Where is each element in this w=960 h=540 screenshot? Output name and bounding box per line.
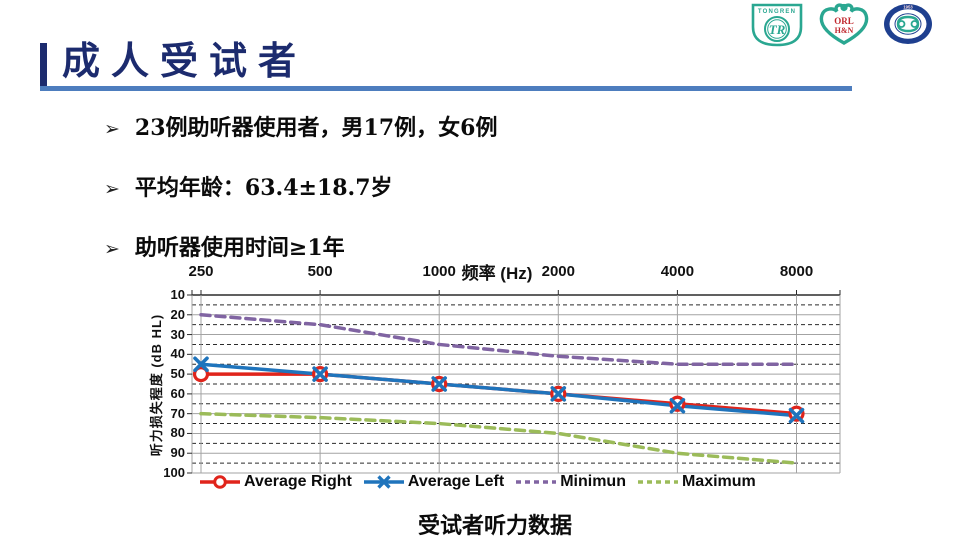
tongren-hospital-logo-icon: TONGREN TR	[751, 3, 803, 47]
bullet-text: 平均年龄：63.4±18.7岁	[134, 175, 393, 201]
marker-circle-average-right	[192, 366, 210, 383]
y-tick-label: 100	[163, 465, 185, 480]
title-accent-bar	[40, 43, 47, 87]
y-tick-label: 60	[170, 385, 185, 401]
y-tick-label: 90	[170, 445, 185, 461]
svg-text:H&N: H&N	[835, 26, 854, 35]
marker-x-average-left	[550, 386, 567, 402]
bullet-list: ➢ 23例助听器使用者，男17例，女6例 ➢ 平均年龄：63.4±18.7岁 ➢…	[104, 110, 497, 290]
bullet-item: ➢ 平均年龄：63.4±18.7岁	[104, 170, 497, 202]
series-line-average-left	[199, 362, 799, 418]
bullet-text: 助听器使用时间≥1年	[134, 235, 345, 261]
series-line-minimun	[199, 313, 799, 366]
legend-marker-average-right-icon	[200, 475, 240, 489]
legend-item-average-right: Average Right	[199, 473, 352, 491]
page-title: 成人受试者	[62, 39, 308, 83]
x-tick-label: 250	[188, 263, 214, 280]
bullet-arrow-icon: ➢	[104, 238, 120, 260]
legend-item-average-left: Average Left	[363, 473, 504, 491]
marker-x-average-left	[312, 366, 328, 382]
legend-marker-minimun-icon	[516, 480, 557, 484]
chart-legend: Average Right Average Left Minimun Maximum	[199, 473, 756, 491]
legend-label: Maximum	[681, 473, 756, 490]
chart-caption: 受试者听力数据	[417, 513, 572, 538]
hearing-level-chart: 250 500 1000 2000 4000 8000 频率 (Hz) 10 20 30 40 5…	[135, 256, 855, 508]
marker-x-average-left	[193, 356, 209, 373]
y-tick-label: 10	[170, 287, 185, 302]
svg-text:1953: 1953	[903, 5, 913, 10]
marker-x-average-left	[431, 376, 447, 392]
legend-item-maximum: Maximum	[637, 473, 756, 491]
x-axis-title: 频率 (Hz)	[461, 264, 533, 283]
logo-row: TONGREN TR ORL H&N 1953	[748, 2, 934, 48]
series-line-maximum	[199, 411, 799, 465]
orl-hn-logo-icon: ORL H&N	[819, 3, 869, 45]
bullet-item: ➢ 23例助听器使用者，男17例，女6例	[104, 110, 497, 142]
legend-item-minimun: Minimun	[515, 473, 626, 491]
title-underline	[40, 86, 852, 91]
legend-marker-maximum-icon	[637, 480, 678, 484]
y-axis-title: 听力损失程度 (dB HL)	[149, 313, 164, 457]
marker-x-average-left	[669, 397, 686, 414]
svg-text:TR: TR	[769, 22, 786, 37]
chart-plot-area	[187, 290, 841, 474]
bullet-item: ➢ 助听器使用时间≥1年	[104, 230, 497, 262]
svg-text:ORL: ORL	[834, 16, 854, 26]
x-tick-label: 2000	[541, 263, 575, 280]
legend-label: Average Left	[407, 473, 505, 490]
y-tick-label: 20	[170, 306, 185, 322]
legend-marker-average-left-icon	[363, 475, 404, 489]
y-tick-label: 30	[170, 326, 185, 342]
bullet-arrow-icon: ➢	[104, 118, 120, 140]
legend-label: Average Right	[244, 473, 352, 490]
x-tick-label: 4000	[660, 263, 695, 280]
x-tick-label: 500	[307, 263, 333, 280]
y-tick-label: 80	[170, 425, 185, 441]
y-tick-label: 70	[170, 405, 185, 421]
x-tick-label: 8000	[779, 263, 814, 280]
y-tick-label: 50	[170, 366, 185, 382]
hospital-seal-logo-icon: 1953	[884, 4, 932, 44]
y-tick-label: 40	[170, 346, 185, 362]
bullet-text: 23例助听器使用者，男17例，女6例	[134, 115, 498, 141]
marker-x-average-left	[788, 407, 805, 424]
bullet-arrow-icon: ➢	[104, 178, 120, 200]
legend-label: Minimun	[560, 473, 626, 490]
svg-text:TONGREN: TONGREN	[758, 9, 796, 15]
x-tick-label: 1000	[422, 263, 456, 280]
